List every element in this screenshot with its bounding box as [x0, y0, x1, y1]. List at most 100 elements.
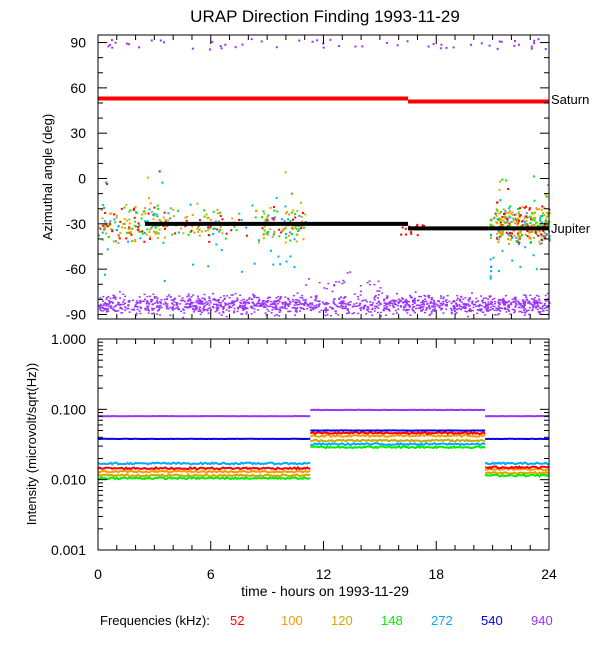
point-jupiter-emission [266, 233, 269, 236]
point-940-khz [382, 309, 385, 312]
point-940-khz [183, 312, 186, 314]
point-940-khz [195, 308, 198, 311]
point-jupiter-emission [189, 203, 192, 206]
point-940-khz [255, 296, 258, 299]
point-940-khz [111, 307, 114, 310]
point-940-khz [294, 299, 297, 301]
point-940-khz [479, 310, 482, 312]
point-940-khz [424, 295, 427, 297]
point-940-khz [363, 304, 366, 307]
point-940-khz [156, 305, 159, 307]
point-jupiter-emission [190, 229, 193, 232]
point-jupiter-emission [509, 238, 512, 241]
point-jupiter-emission [508, 215, 511, 218]
point-940-khz [468, 300, 471, 303]
point-940-khz [301, 297, 304, 299]
point-940-khz [429, 301, 432, 303]
point-940-khz [202, 308, 205, 310]
point-940-khz [528, 306, 531, 309]
point-940-khz [122, 293, 125, 295]
point-940-khz [240, 307, 243, 309]
point-940-khz [233, 310, 236, 312]
point-jupiter-emission [149, 235, 152, 238]
point-940-khz [428, 294, 431, 297]
point-jupiter-emission [536, 224, 539, 227]
point-940-khz [208, 297, 211, 300]
point-940-khz [464, 296, 467, 299]
point-jupiter-emission [154, 232, 157, 235]
point-940-khz-top [537, 38, 540, 41]
point-940-khz [178, 308, 181, 311]
point-940-khz [502, 302, 505, 304]
point-jupiter-emission [147, 197, 150, 200]
point-940-khz [513, 308, 516, 311]
point-jupiter-emission [110, 212, 113, 215]
point-jupiter-emission [101, 217, 104, 220]
point-940-khz [341, 307, 344, 310]
point-940-khz [429, 302, 432, 304]
point-940-khz [359, 309, 362, 311]
point-jupiter-emission [545, 215, 548, 218]
point-940-khz [324, 314, 327, 317]
point-940-khz [195, 306, 198, 309]
point-940-khz [215, 299, 218, 301]
point-940-khz [298, 301, 301, 304]
point-940-khz [284, 301, 287, 303]
point-940-khz [139, 306, 142, 308]
point-940-khz [316, 300, 319, 302]
point-940-khz [228, 296, 231, 299]
point-jupiter-emission [492, 256, 495, 259]
point-940-khz [199, 309, 202, 311]
point-940-khz [499, 307, 502, 309]
point-940-khz [498, 302, 501, 304]
point-jupiter-emission [117, 235, 120, 238]
point-940-khz [368, 283, 371, 286]
point-940-khz [277, 295, 280, 298]
point-940-khz-top [544, 48, 547, 51]
point-940-khz [285, 307, 288, 310]
point-940-khz [214, 310, 217, 313]
point-940-khz [521, 300, 524, 302]
point-940-khz [103, 307, 106, 310]
point-940-khz [243, 300, 246, 303]
point-940-khz [313, 305, 316, 307]
point-940-khz [544, 307, 547, 310]
point-jupiter-emission [204, 229, 207, 232]
point-940-khz [430, 302, 433, 304]
point-jupiter-emission [131, 227, 134, 230]
point-940-khz-top [530, 47, 533, 50]
point-940-khz [114, 298, 117, 300]
point-jupiter-emission [121, 226, 124, 229]
point-940-khz [108, 302, 111, 304]
point-940-khz [471, 300, 474, 303]
point-940-khz [480, 304, 483, 307]
point-940-khz [488, 295, 491, 297]
point-940-khz [256, 309, 259, 311]
point-940-khz [543, 302, 546, 305]
point-940-khz [446, 303, 449, 306]
point-jupiter-emission [151, 224, 154, 227]
point-jupiter-emission [163, 279, 166, 282]
point-940-khz-top [533, 39, 536, 42]
point-940-khz [444, 300, 447, 302]
point-jupiter-emission [154, 231, 157, 234]
point-jupiter-emission [508, 207, 511, 210]
point-940-khz [218, 302, 221, 304]
point-jupiter-emission [119, 220, 122, 223]
point-940-khz [376, 297, 379, 299]
point-jupiter-emission [515, 239, 518, 242]
point-jupiter-emission [538, 242, 541, 245]
point-jupiter-emission [184, 216, 187, 219]
point-940-khz [511, 298, 514, 301]
point-jupiter-emission [507, 237, 510, 240]
point-940-khz [497, 298, 500, 301]
point-940-khz [418, 304, 421, 307]
point-jupiter-emission [535, 268, 538, 271]
point-jupiter-emission [125, 203, 128, 206]
point-jupiter-emission [189, 231, 192, 234]
point-940-khz [305, 284, 308, 286]
point-940-khz [468, 297, 471, 299]
saturn-label: Saturn [551, 92, 589, 107]
point-940-khz [369, 301, 372, 303]
point-940-khz [209, 306, 212, 309]
